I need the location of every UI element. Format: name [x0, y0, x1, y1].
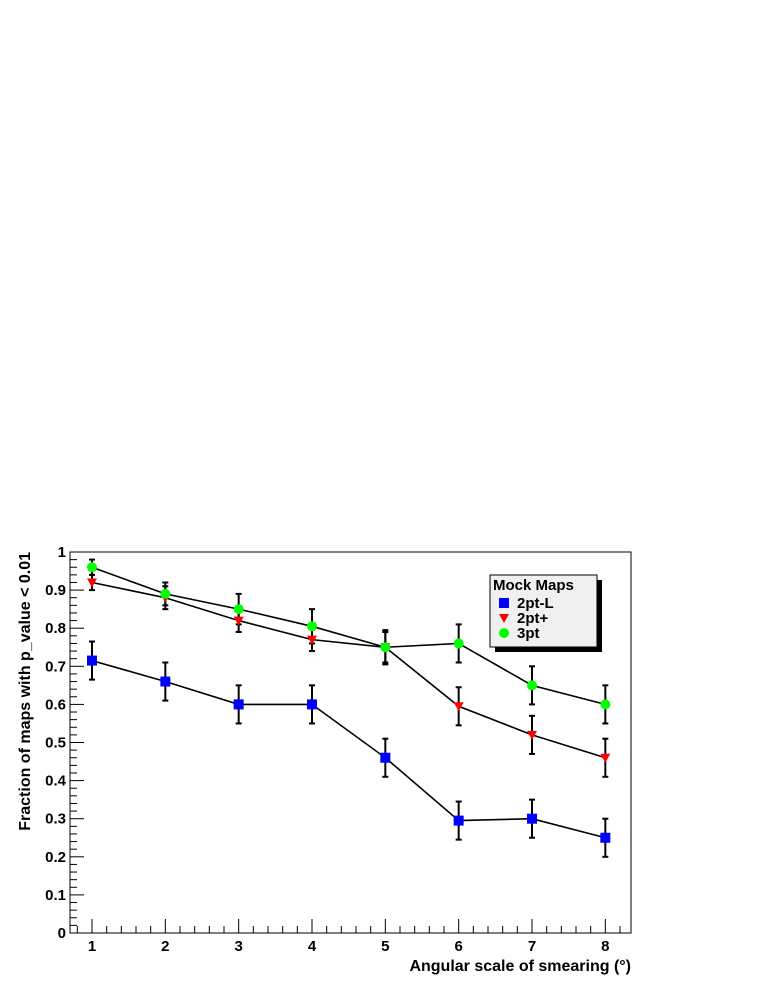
data-point-3pt [307, 621, 317, 632]
y-axis-title: Fraction of maps with p_value < 0.01 [17, 552, 34, 831]
data-point-3pt [87, 562, 97, 573]
data-point-3pt [380, 642, 391, 653]
y-tick-label: 0.7 [45, 658, 66, 675]
y-tick-label: 0.2 [45, 849, 66, 866]
data-point-3pt [233, 604, 244, 615]
legend-marker-2pt-L [499, 598, 509, 608]
data-point-3pt [453, 638, 464, 649]
x-tick-label: 5 [381, 938, 389, 955]
y-tick-label: 0.9 [45, 582, 66, 599]
data-point-2pt-L [600, 832, 611, 843]
data-point-2pt-L [233, 699, 244, 710]
data-point-3pt [160, 588, 171, 599]
legend-title: Mock Maps [493, 577, 574, 594]
series-line-2pt-L [91, 659, 606, 839]
y-tick-label: 0.1 [45, 887, 66, 904]
data-point-3pt [527, 680, 537, 691]
legend-label: 3pt [517, 625, 540, 642]
x-tick-label: 7 [528, 938, 536, 955]
y-tick-label: 0 [58, 925, 66, 942]
data-point-3pt [600, 699, 611, 710]
data-point-2pt-L [87, 655, 97, 666]
legend-marker-2pt+ [499, 614, 509, 623]
series-line-3pt [91, 566, 606, 706]
y-tick-label: 1 [58, 544, 66, 561]
x-tick-label: 8 [601, 938, 609, 955]
x-tick-label: 4 [308, 938, 317, 955]
x-tick-label: 2 [161, 938, 169, 955]
legend-marker-3pt [499, 628, 509, 638]
data-point-2pt-L [453, 815, 464, 826]
x-tick-label: 3 [234, 938, 242, 955]
y-tick-label: 0.4 [45, 773, 67, 790]
data-point-2pt+ [233, 616, 244, 626]
data-point-2pt-L [380, 752, 391, 763]
data-point-2pt-L [160, 676, 171, 687]
legend-label: 2pt-L [517, 595, 554, 612]
y-tick-label: 0.8 [45, 620, 66, 637]
data-point-2pt+ [600, 753, 611, 763]
data-point-2pt+ [307, 635, 317, 645]
data-point-2pt-L [527, 813, 537, 824]
y-tick-label: 0.6 [45, 696, 66, 713]
series-line-2pt+ [91, 581, 606, 759]
data-point-2pt-L [307, 699, 317, 710]
y-tick-label: 0.3 [45, 811, 66, 828]
x-tick-label: 1 [88, 938, 96, 955]
legend-label: 2pt+ [517, 610, 549, 627]
data-point-2pt+ [87, 578, 97, 588]
data-point-2pt+ [527, 730, 537, 740]
y-tick-label: 0.5 [45, 735, 66, 752]
data-point-2pt+ [453, 702, 464, 712]
x-tick-label: 6 [454, 938, 462, 955]
x-axis-title: Angular scale of smearing (°) [409, 958, 631, 975]
